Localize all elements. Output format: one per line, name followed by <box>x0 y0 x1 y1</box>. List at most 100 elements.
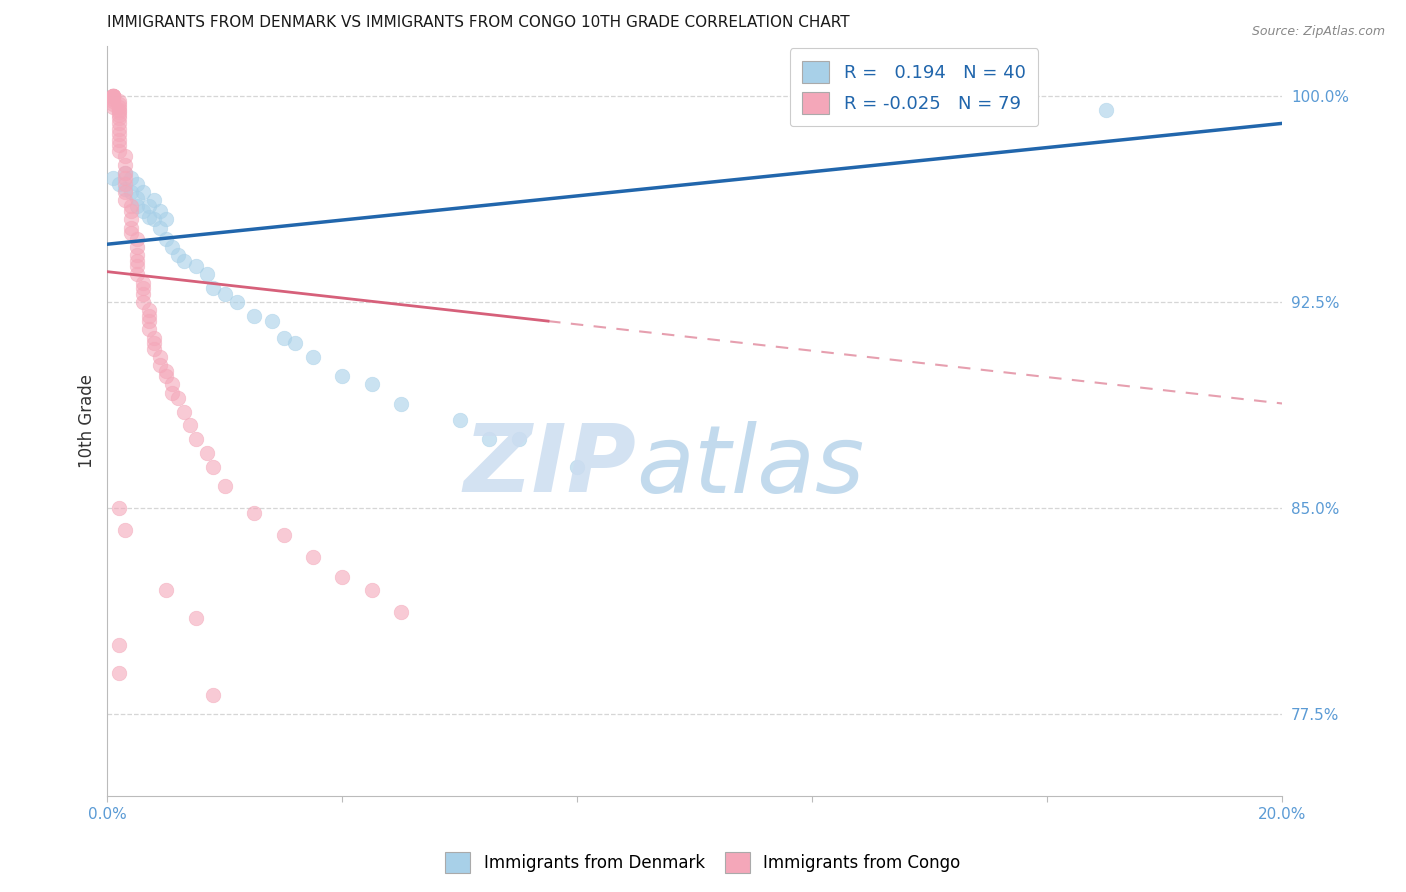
Point <box>302 550 325 565</box>
Point <box>332 569 354 583</box>
Point <box>149 350 172 364</box>
Point <box>478 432 501 446</box>
Point <box>131 281 153 295</box>
Point <box>108 105 131 120</box>
Point <box>114 182 136 196</box>
Point <box>214 479 236 493</box>
Point <box>125 190 148 204</box>
Point <box>167 391 190 405</box>
Point <box>508 432 530 446</box>
Point <box>120 220 142 235</box>
Point <box>149 220 172 235</box>
Point <box>449 413 471 427</box>
Point <box>184 432 207 446</box>
Point <box>103 88 125 103</box>
Point <box>389 396 412 410</box>
Point <box>125 259 148 273</box>
Point <box>131 276 153 290</box>
Point <box>103 97 125 112</box>
Point <box>202 459 225 474</box>
Point <box>114 157 136 171</box>
Point <box>103 88 125 103</box>
Point <box>125 177 148 191</box>
Point <box>103 92 125 106</box>
Point <box>1095 103 1118 117</box>
Point <box>103 88 125 103</box>
Point <box>108 97 131 112</box>
Point <box>114 149 136 163</box>
Point <box>108 638 131 652</box>
Point <box>108 500 131 515</box>
Point <box>120 199 142 213</box>
Point <box>149 204 172 219</box>
Point <box>108 144 131 158</box>
Point <box>184 611 207 625</box>
Point <box>108 128 131 142</box>
Text: atlas: atlas <box>636 421 865 512</box>
Point <box>114 194 136 208</box>
Text: ZIP: ZIP <box>464 420 636 512</box>
Point <box>243 507 266 521</box>
Point <box>184 259 207 273</box>
Point <box>332 369 354 384</box>
Point <box>202 688 225 702</box>
Point <box>108 138 131 153</box>
Point <box>120 212 142 227</box>
Point <box>143 194 166 208</box>
Point <box>108 95 131 109</box>
Point <box>214 286 236 301</box>
Point <box>260 314 283 328</box>
Point <box>131 204 153 219</box>
Point <box>273 528 295 542</box>
Point <box>143 212 166 227</box>
Point <box>108 111 131 125</box>
Point <box>103 88 125 103</box>
Point <box>138 210 160 224</box>
Point <box>243 309 266 323</box>
Point <box>125 240 148 254</box>
Point <box>173 405 195 419</box>
Point <box>273 330 295 344</box>
Point <box>103 171 125 186</box>
Point <box>149 358 172 372</box>
Point <box>103 88 125 103</box>
Point <box>202 281 225 295</box>
Point <box>103 88 125 103</box>
Point <box>160 377 183 392</box>
Text: Source: ZipAtlas.com: Source: ZipAtlas.com <box>1251 25 1385 38</box>
Point <box>114 171 136 186</box>
Point <box>114 166 136 180</box>
Point <box>155 212 177 227</box>
Text: IMMIGRANTS FROM DENMARK VS IMMIGRANTS FROM CONGO 10TH GRADE CORRELATION CHART: IMMIGRANTS FROM DENMARK VS IMMIGRANTS FR… <box>107 15 851 30</box>
Point <box>389 605 412 619</box>
Point <box>114 166 136 180</box>
Point <box>125 232 148 246</box>
Point <box>167 248 190 262</box>
Point <box>125 268 148 282</box>
Point <box>155 369 177 384</box>
Point <box>131 294 153 309</box>
Point <box>302 350 325 364</box>
Point <box>225 294 247 309</box>
Point <box>155 583 177 598</box>
Point <box>125 248 148 262</box>
Point <box>120 185 142 199</box>
Point <box>143 342 166 356</box>
Point <box>138 322 160 336</box>
Point <box>103 95 125 109</box>
Point <box>120 171 142 186</box>
Point <box>160 385 183 400</box>
Point <box>108 121 131 136</box>
Legend: R =   0.194   N = 40, R = -0.025   N = 79: R = 0.194 N = 40, R = -0.025 N = 79 <box>790 48 1039 127</box>
Point <box>108 108 131 122</box>
Point <box>360 583 382 598</box>
Point <box>131 185 153 199</box>
Point <box>108 100 131 114</box>
Point <box>120 204 142 219</box>
Point <box>125 199 148 213</box>
Y-axis label: 10th Grade: 10th Grade <box>79 375 96 468</box>
Point <box>160 240 183 254</box>
Legend: Immigrants from Denmark, Immigrants from Congo: Immigrants from Denmark, Immigrants from… <box>439 846 967 880</box>
Point <box>103 100 125 114</box>
Point <box>108 133 131 147</box>
